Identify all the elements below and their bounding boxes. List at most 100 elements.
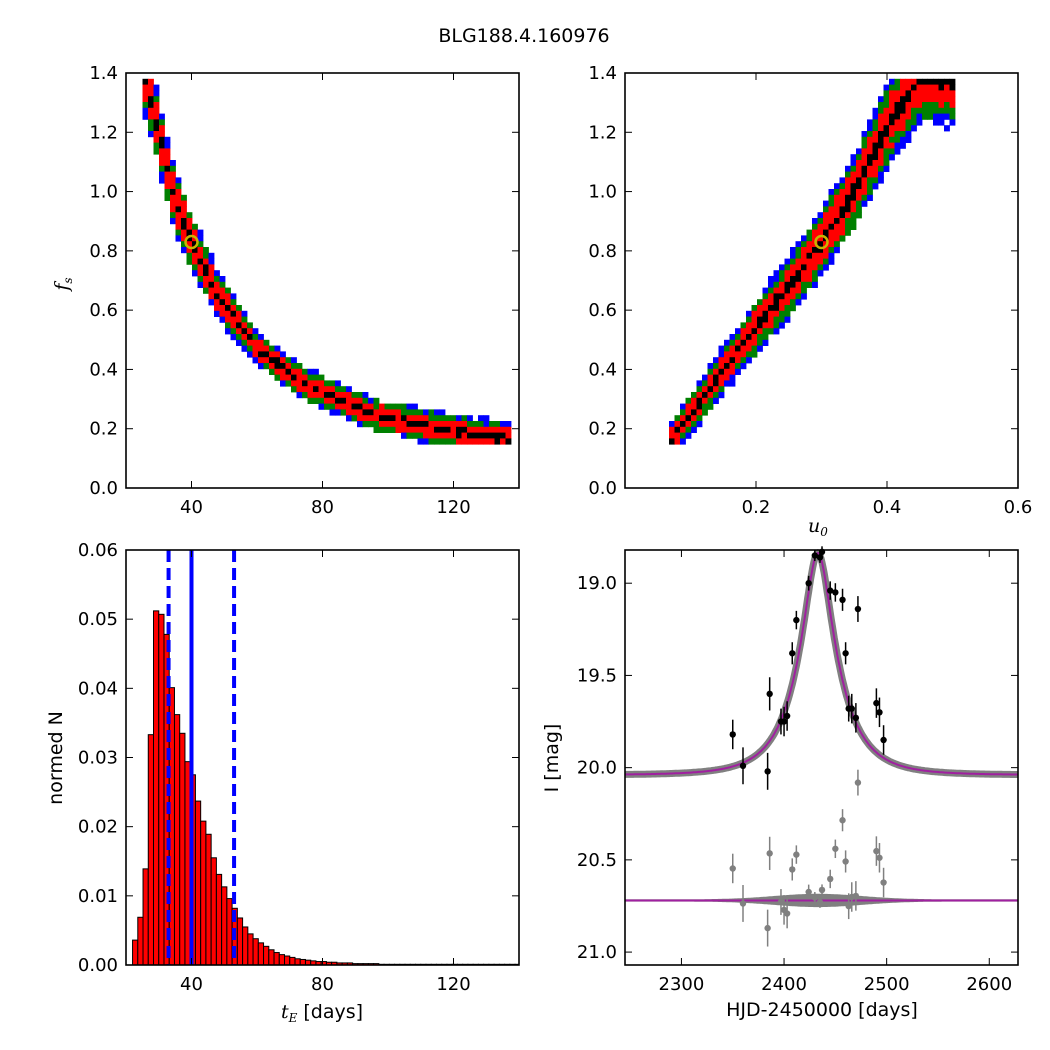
heatmap-cell bbox=[911, 84, 917, 91]
heatmap-cell bbox=[159, 131, 165, 138]
heatmap-cell bbox=[148, 84, 154, 91]
heatmap-cell bbox=[346, 386, 352, 393]
heatmap-cell bbox=[225, 293, 231, 300]
heatmap-cell bbox=[148, 90, 154, 97]
heatmap-cell bbox=[740, 345, 747, 352]
heatmap-cell bbox=[944, 102, 950, 109]
histogram-bar bbox=[299, 958, 306, 966]
heatmap-cell bbox=[718, 380, 725, 387]
heatmap-cell bbox=[450, 415, 457, 422]
heatmap-cell bbox=[812, 276, 818, 283]
heatmap-cell bbox=[900, 136, 906, 143]
heatmap-cell bbox=[850, 183, 857, 190]
heatmap-cell bbox=[384, 403, 391, 410]
heatmap-cell bbox=[346, 392, 352, 399]
heatmap-cell bbox=[280, 374, 286, 381]
heatmap-cell bbox=[456, 432, 462, 439]
heatmap-cell bbox=[773, 322, 780, 329]
heatmap-cell bbox=[335, 386, 341, 393]
heatmap-cell bbox=[148, 102, 154, 109]
heatmap-cell bbox=[894, 142, 901, 149]
heatmap-cell bbox=[735, 334, 741, 341]
heatmap-cell bbox=[729, 339, 736, 346]
heatmap-cell bbox=[390, 415, 396, 422]
heatmap-cell bbox=[280, 363, 286, 370]
heatmap-cell bbox=[175, 235, 182, 242]
heatmap-cell bbox=[883, 148, 890, 155]
y-tick-label: 1.2 bbox=[89, 122, 118, 143]
heatmap-cell bbox=[296, 374, 303, 381]
heatmap-cell bbox=[850, 200, 857, 207]
heatmap-cell bbox=[872, 142, 879, 149]
heatmap-cell bbox=[219, 276, 226, 283]
heatmap-cell bbox=[153, 90, 160, 97]
heatmap-cell bbox=[313, 368, 319, 375]
heatmap-cell bbox=[412, 415, 418, 422]
heatmap-cell bbox=[685, 432, 692, 439]
heatmap-cell bbox=[916, 102, 923, 109]
residual-point bbox=[816, 899, 824, 906]
heatmap-cell bbox=[916, 96, 923, 103]
x-tick-label: 80 bbox=[311, 974, 334, 995]
histogram-bar bbox=[142, 868, 149, 966]
heatmap-cell bbox=[142, 78, 149, 85]
heatmap-cell bbox=[867, 148, 873, 155]
heatmap-cell bbox=[384, 415, 391, 422]
heatmap-cell bbox=[236, 305, 242, 312]
heatmap-cell bbox=[938, 102, 945, 109]
x-tick-label: 0.6 bbox=[1004, 497, 1033, 518]
residual-point bbox=[876, 854, 883, 861]
heatmap-cell bbox=[318, 403, 325, 410]
heatmap-cell bbox=[680, 426, 686, 433]
heatmap-cell bbox=[208, 281, 215, 288]
heatmap-cell bbox=[445, 421, 451, 428]
data-point bbox=[811, 552, 819, 559]
heatmap-cell bbox=[324, 403, 330, 410]
heatmap-cell bbox=[911, 107, 917, 114]
heatmap-cell bbox=[795, 247, 802, 254]
heatmap-cell bbox=[790, 299, 796, 306]
heatmap-cell bbox=[346, 397, 352, 404]
heatmap-cell bbox=[153, 148, 160, 155]
heatmap-cell bbox=[839, 235, 846, 242]
heatmap-cell bbox=[729, 334, 736, 341]
heatmap-cell bbox=[197, 264, 204, 271]
y-tick-label: 0.8 bbox=[89, 241, 118, 262]
heatmap-cell bbox=[505, 438, 512, 445]
heatmap-cell bbox=[175, 206, 182, 213]
histogram-bar bbox=[137, 916, 144, 966]
heatmap-cell bbox=[834, 247, 840, 254]
heatmap-cell bbox=[856, 189, 862, 196]
heatmap-cell bbox=[434, 421, 440, 428]
heatmap-cell bbox=[883, 125, 890, 132]
heatmap-cell bbox=[691, 397, 697, 404]
heatmap-cell bbox=[214, 310, 220, 317]
heatmap-cell bbox=[225, 328, 231, 335]
y-tick-label: 1.0 bbox=[89, 182, 118, 203]
heatmap-cell bbox=[505, 421, 512, 428]
heatmap-cell bbox=[461, 426, 468, 433]
heatmap-cell bbox=[740, 363, 747, 370]
heatmap-cell bbox=[346, 409, 352, 416]
heatmap-cell bbox=[795, 241, 802, 248]
heatmap-cell bbox=[856, 194, 862, 201]
heatmap-cell bbox=[883, 113, 890, 120]
confidence-region bbox=[669, 78, 956, 445]
heatmap-cell bbox=[142, 102, 149, 109]
heatmap-cell bbox=[911, 90, 917, 97]
heatmap-cell bbox=[164, 189, 171, 196]
heatmap-cell bbox=[258, 345, 264, 352]
heatmap-cell bbox=[214, 299, 220, 306]
heatmap-cell bbox=[768, 299, 774, 306]
heatmap-cell bbox=[203, 276, 209, 283]
data-point bbox=[848, 705, 855, 712]
heatmap-cell bbox=[186, 252, 193, 259]
heatmap-cell bbox=[445, 432, 451, 439]
heatmap-cell bbox=[900, 131, 906, 138]
heatmap-cell bbox=[247, 328, 253, 335]
heatmap-cell bbox=[142, 90, 149, 97]
y-tick-label: 0.02 bbox=[78, 817, 118, 838]
y-tick-label: 1.4 bbox=[588, 63, 617, 84]
heatmap-cell bbox=[845, 229, 851, 236]
heatmap-cell bbox=[406, 409, 413, 416]
